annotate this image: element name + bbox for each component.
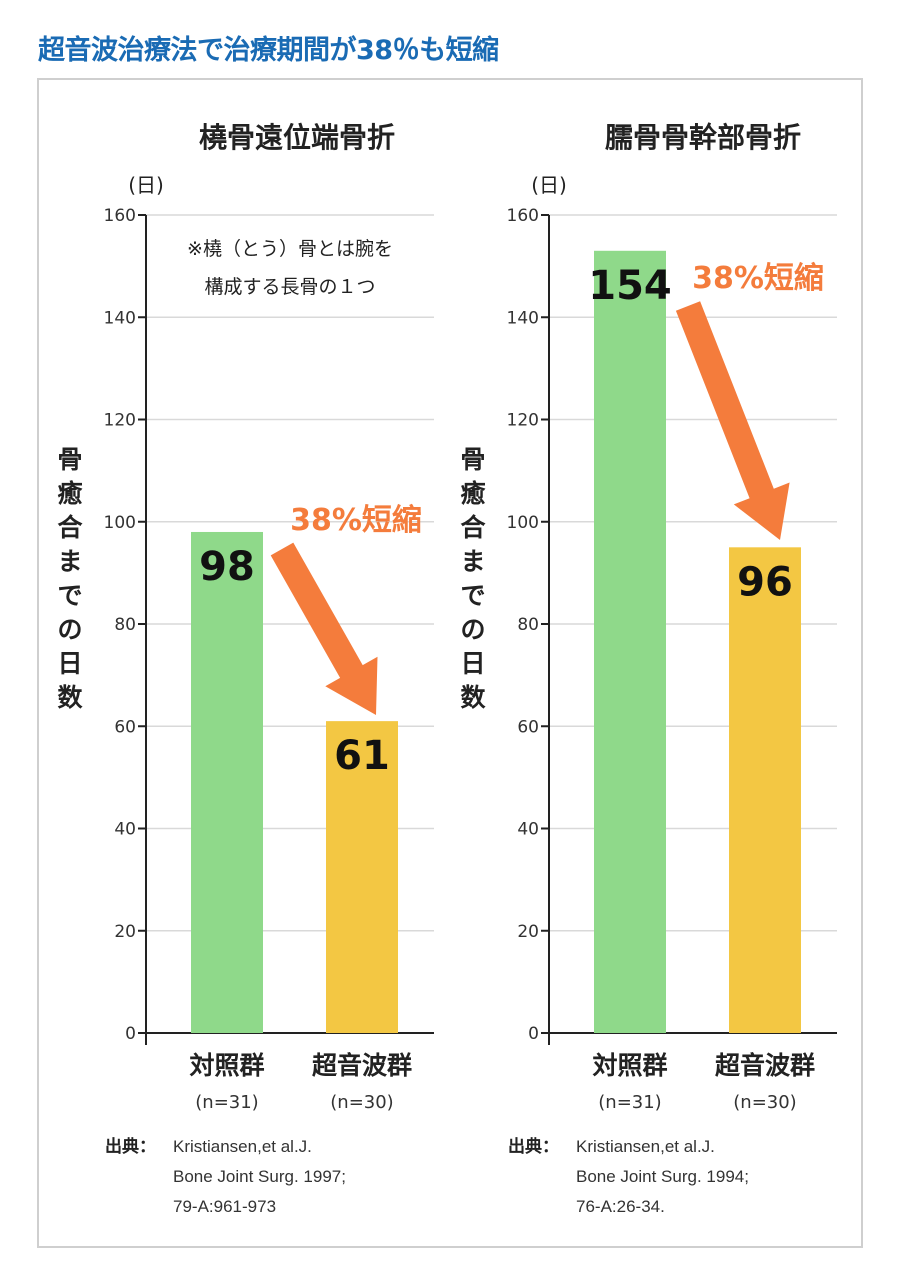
y-axis-label-char: 日: [57, 649, 82, 678]
y-axis-label-char: 骨: [57, 445, 82, 474]
y-axis-label-char: 数: [460, 683, 486, 712]
y-tick-label: 100: [507, 513, 539, 533]
y-tick-label: 140: [507, 308, 539, 328]
reduction-label: 38%短縮: [290, 503, 422, 538]
y-unit-label: (日): [128, 173, 164, 197]
source-label: 出典：: [508, 1137, 559, 1156]
page-title: 超音波治療法で治療期間が38％も短縮: [38, 35, 499, 66]
y-tick-label: 120: [104, 411, 136, 431]
y-axis-label-char: 癒: [57, 479, 82, 508]
bar: [729, 547, 801, 1033]
y-tick-label: 40: [114, 820, 136, 840]
bar-value-label: 96: [737, 559, 793, 605]
bar: [594, 250, 666, 1034]
bar-value-label: 154: [588, 263, 672, 309]
source-line: Kristiansen,et al.J.: [173, 1137, 312, 1156]
bar-value-label: 98: [199, 544, 255, 590]
y-tick-label: 140: [104, 308, 136, 328]
y-axis-label-char: ま: [460, 547, 485, 576]
chart-title: 橈骨遠位端骨折: [199, 121, 395, 154]
y-axis-label-char: 骨: [460, 445, 485, 474]
y-axis-label-char: 日: [460, 649, 485, 678]
category-label: 対照群: [189, 1051, 264, 1080]
bar: [191, 531, 263, 1033]
category-sublabel: (n=31): [195, 1092, 258, 1113]
chart-note: ※橈（とう）骨とは腕を: [187, 238, 393, 260]
y-tick-label: 80: [114, 615, 136, 635]
chart-title: 臑骨骨幹部骨折: [605, 121, 801, 154]
y-tick-label: 60: [114, 717, 136, 737]
category-sublabel: (n=30): [733, 1092, 796, 1113]
bar-value-label: 61: [334, 733, 390, 779]
y-tick-label: 20: [517, 922, 539, 942]
y-tick-label: 160: [507, 206, 539, 226]
y-tick-label: 0: [125, 1024, 136, 1044]
y-axis-label-char: 合: [57, 513, 83, 542]
reduction-arrow: [675, 301, 790, 540]
y-tick-label: 40: [517, 820, 539, 840]
source-line: Bone Joint Surg. 1997;: [173, 1167, 346, 1186]
reduction-label: 38%短縮: [692, 261, 824, 296]
source-citation-left: 出典： Kristiansen,et al.J. Bone Joint Surg…: [105, 1133, 465, 1223]
category-label: 超音波群: [312, 1051, 412, 1080]
y-tick-label: 160: [104, 206, 136, 226]
y-tick-label: 60: [517, 717, 539, 737]
chart-note: 構成する長骨の１つ: [204, 276, 375, 298]
reduction-arrow: [270, 542, 378, 715]
y-unit-label: (日): [531, 173, 567, 197]
y-axis-label-char: の: [57, 615, 82, 644]
y-axis-label-char: 数: [57, 683, 83, 712]
y-axis-label-char: 癒: [460, 479, 485, 508]
y-axis-label-char: ま: [57, 547, 82, 576]
category-sublabel: (n=31): [598, 1092, 661, 1113]
category-label: 超音波群: [715, 1051, 815, 1080]
y-axis-label-char: で: [57, 581, 82, 610]
y-tick-label: 20: [114, 922, 136, 942]
source-line: Kristiansen,et al.J.: [576, 1137, 715, 1156]
y-axis-label-char: 合: [460, 513, 486, 542]
category-label: 対照群: [592, 1051, 667, 1080]
y-tick-label: 120: [507, 411, 539, 431]
y-axis-label-char: で: [460, 581, 485, 610]
chart-frame: [37, 78, 863, 1248]
source-label: 出典：: [105, 1137, 156, 1156]
source-line: 79-A:961-973: [173, 1197, 277, 1216]
source-citation-right: 出典： Kristiansen,et al.J. Bone Joint Surg…: [508, 1133, 868, 1223]
y-axis-label-char: の: [460, 615, 485, 644]
y-tick-label: 80: [517, 615, 539, 635]
y-tick-label: 0: [528, 1024, 539, 1044]
category-sublabel: (n=30): [330, 1092, 393, 1113]
y-tick-label: 100: [104, 513, 136, 533]
source-line: Bone Joint Surg. 1994;: [576, 1167, 749, 1186]
source-line: 76-A:26-34.: [576, 1197, 665, 1216]
bar: [326, 721, 398, 1033]
